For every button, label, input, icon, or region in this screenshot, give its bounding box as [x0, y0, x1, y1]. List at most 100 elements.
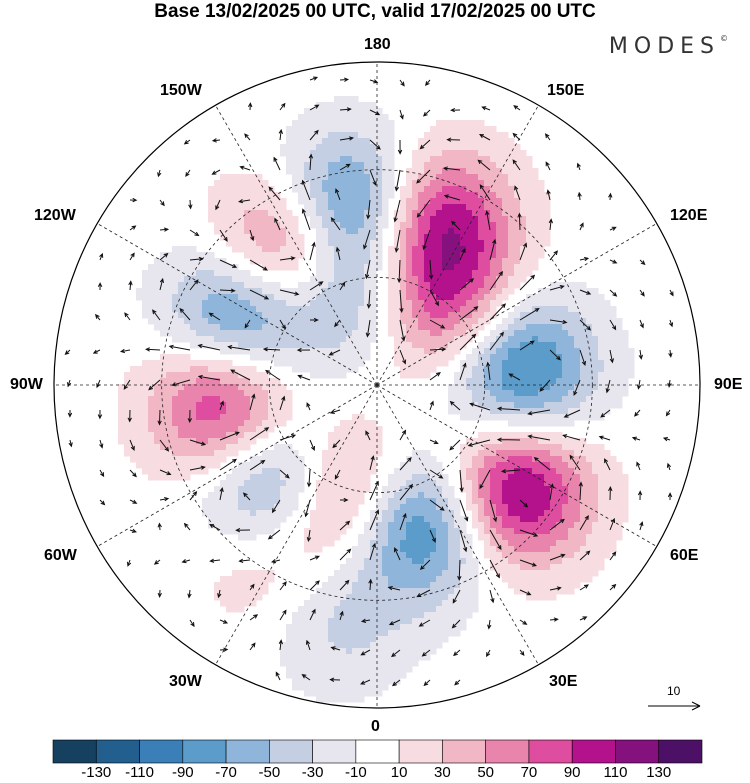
anomaly-cell: [418, 138, 425, 145]
anomaly-cell: [352, 108, 359, 115]
anomaly-cell: [454, 594, 461, 601]
anomaly-cell: [502, 540, 509, 547]
anomaly-cell: [520, 204, 527, 211]
anomaly-cell: [394, 306, 401, 313]
anomaly-cell: [304, 684, 311, 691]
anomaly-cell: [430, 528, 437, 535]
anomaly-cell: [220, 348, 227, 355]
anomaly-cell: [328, 678, 335, 685]
anomaly-cell: [340, 654, 347, 661]
anomaly-cell: [460, 588, 467, 595]
anomaly-cell: [334, 630, 341, 637]
anomaly-cell: [202, 300, 209, 307]
anomaly-cell: [484, 306, 491, 313]
anomaly-cell: [310, 684, 317, 691]
anomaly-cell: [436, 318, 443, 325]
anomaly-cell: [226, 192, 233, 199]
anomaly-cell: [370, 300, 377, 307]
anomaly-cell: [400, 540, 407, 547]
anomaly-cell: [610, 480, 617, 487]
anomaly-cell: [478, 288, 485, 295]
anomaly-cell: [550, 300, 557, 307]
anomaly-cell: [328, 276, 335, 283]
anomaly-cell: [412, 606, 419, 613]
anomaly-cell: [460, 330, 467, 337]
anomaly-cell: [490, 438, 497, 445]
anomaly-cell: [532, 402, 539, 409]
anomaly-cell: [448, 612, 455, 619]
anomaly-cell: [556, 564, 563, 571]
anomaly-cell: [154, 306, 161, 313]
anomaly-cell: [550, 330, 557, 337]
anomaly-cell: [364, 636, 371, 643]
anomaly-cell: [226, 420, 233, 427]
anomaly-cell: [424, 474, 431, 481]
anomaly-cell: [268, 216, 275, 223]
anomaly-cell: [466, 246, 473, 253]
anomaly-cell: [388, 168, 395, 175]
anomaly-cell: [334, 342, 341, 349]
anomaly-cell: [262, 570, 269, 577]
anomaly-cell: [370, 654, 377, 661]
anomaly-cell: [424, 654, 431, 661]
anomaly-cell: [514, 384, 521, 391]
anomaly-cell: [484, 450, 491, 457]
anomaly-cell: [358, 630, 365, 637]
anomaly-cell: [124, 396, 131, 403]
anomaly-cell: [280, 318, 287, 325]
anomaly-cell: [430, 630, 437, 637]
anomaly-cell: [340, 444, 347, 451]
anomaly-cell: [532, 552, 539, 559]
anomaly-cell: [580, 534, 587, 541]
anomaly-cell: [292, 216, 299, 223]
anomaly-cell: [190, 468, 197, 475]
wind-arrow: [443, 194, 461, 201]
anomaly-cell: [484, 300, 491, 307]
anomaly-cell: [334, 144, 341, 151]
anomaly-cell: [418, 318, 425, 325]
anomaly-cell: [478, 372, 485, 379]
anomaly-cell: [574, 546, 581, 553]
anomaly-cell: [490, 168, 497, 175]
anomaly-cell: [172, 390, 179, 397]
anomaly-cell: [400, 294, 407, 301]
anomaly-cell: [442, 210, 449, 217]
anomaly-cell: [232, 276, 239, 283]
anomaly-cell: [448, 498, 455, 505]
anomaly-cell: [334, 294, 341, 301]
wind-arrow: [366, 289, 372, 309]
anomaly-cell: [238, 510, 245, 517]
anomaly-cell: [346, 420, 353, 427]
anomaly-cell: [352, 444, 359, 451]
anomaly-cell: [424, 252, 431, 259]
anomaly-cell: [388, 252, 395, 259]
anomaly-cell: [424, 336, 431, 343]
anomaly-cell: [286, 264, 293, 271]
anomaly-cell: [412, 498, 419, 505]
anomaly-cell: [556, 558, 563, 565]
anomaly-cell: [508, 192, 515, 199]
anomaly-cell: [262, 402, 269, 409]
anomaly-cell: [454, 504, 461, 511]
anomaly-cell: [244, 384, 251, 391]
wind-arrow: [124, 312, 131, 321]
anomaly-cell: [340, 648, 347, 655]
anomaly-cell: [592, 570, 599, 577]
anomaly-cell: [412, 492, 419, 499]
wind-arrow: [579, 222, 584, 231]
anomaly-cell: [508, 186, 515, 193]
wind-arrow: [609, 289, 618, 297]
anomaly-cell: [382, 180, 389, 187]
anomaly-cell: [538, 420, 545, 427]
anomaly-cell: [244, 408, 251, 415]
anomaly-cell: [130, 390, 137, 397]
anomaly-cell: [430, 312, 437, 319]
anomaly-cell: [226, 204, 233, 211]
anomaly-cell: [328, 432, 335, 439]
anomaly-cell: [166, 390, 173, 397]
anomaly-cell: [280, 660, 287, 667]
anomaly-cell: [430, 306, 437, 313]
anomaly-cell: [250, 312, 257, 319]
anomaly-cell: [412, 630, 419, 637]
anomaly-cell: [160, 390, 167, 397]
